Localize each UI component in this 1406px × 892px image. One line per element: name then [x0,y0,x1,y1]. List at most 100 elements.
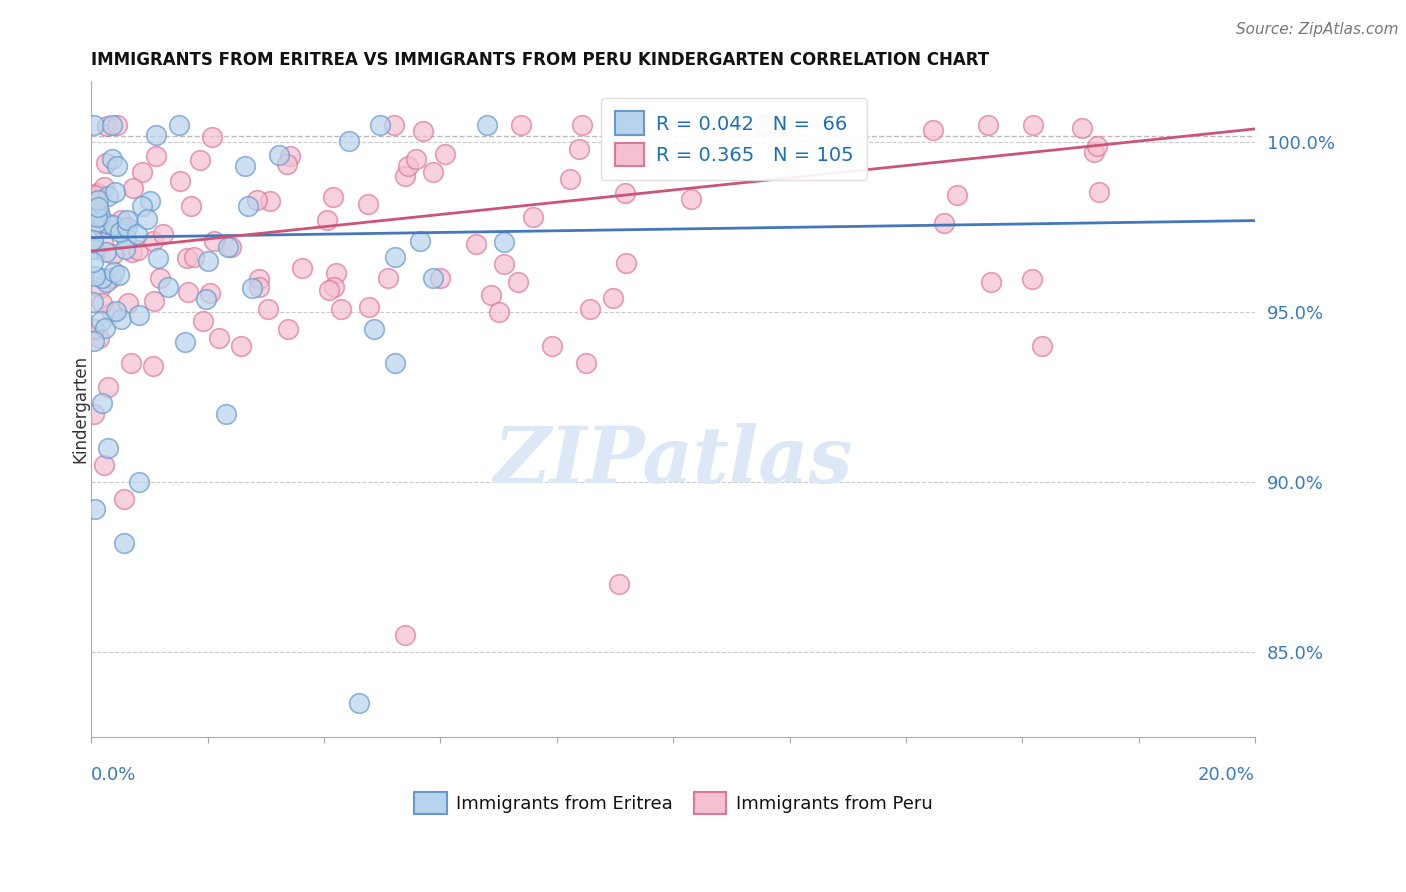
Point [202,235,225,249]
Point [946,188,969,202]
Point [97,380,120,394]
Point [337,135,360,149]
Point [522,210,544,224]
Point [571,119,593,133]
Point [382,119,405,133]
Point [135,212,157,227]
Point [110,213,132,227]
Point [173,335,195,350]
Point [236,199,259,213]
Point [359,301,381,315]
Point [142,359,165,373]
Point [325,266,347,280]
Point [607,577,630,591]
Point [506,275,529,289]
Point [197,254,219,268]
Text: ZIPatlas: ZIPatlas [494,423,853,500]
Point [267,148,290,162]
Text: IMMIGRANTS FROM ERITREA VS IMMIGRANTS FROM PERU KINDERGARTEN CORRELATION CHART: IMMIGRANTS FROM ERITREA VS IMMIGRANTS FR… [91,51,990,69]
Point [96,120,118,134]
Text: 0.0%: 0.0% [91,766,136,784]
Point [145,149,167,163]
Point [101,119,124,133]
Point [201,129,224,144]
Point [101,247,124,261]
Point [83,322,105,336]
Point [247,280,270,294]
Point [156,280,179,294]
Y-axis label: Kindergarten: Kindergarten [72,355,89,463]
Point [142,293,165,308]
Point [980,275,1002,289]
Point [86,186,108,200]
Point [83,334,105,349]
Point [614,186,637,200]
Point [291,261,314,276]
Point [208,331,231,345]
Point [89,314,111,328]
Point [100,305,122,319]
Point [131,165,153,179]
Point [398,159,420,173]
Point [256,302,278,317]
Point [90,396,112,410]
Point [100,271,122,285]
Point [195,292,218,306]
Point [377,271,399,285]
Point [146,251,169,265]
Point [169,119,191,133]
Point [384,356,406,370]
Point [394,169,416,183]
Point [1088,185,1111,199]
Point [433,146,456,161]
Point [541,339,564,353]
Point [110,225,132,239]
Point [219,240,242,254]
Point [408,234,430,248]
Point [246,194,269,208]
Point [494,257,516,271]
Point [84,269,107,284]
Point [240,281,263,295]
Point [97,188,120,202]
Point [125,227,148,241]
Point [752,119,775,133]
Point [412,124,434,138]
Point [247,272,270,286]
Point [101,219,124,233]
Point [128,309,150,323]
Point [107,119,129,133]
Point [1021,272,1043,286]
Point [87,204,110,219]
Point [384,250,406,264]
Point [180,199,202,213]
Point [422,165,444,179]
Point [83,242,105,256]
Point [183,250,205,264]
Point [139,194,162,208]
Point [614,256,637,270]
Point [93,321,115,335]
Point [1022,119,1045,133]
Point [104,186,127,200]
Point [142,234,165,248]
Point [357,197,380,211]
Point [96,245,118,260]
Point [86,210,108,224]
Point [770,119,793,133]
Point [318,283,340,297]
Text: 20.0%: 20.0% [1198,766,1256,784]
Point [429,271,451,285]
Point [112,536,135,550]
Point [932,216,955,230]
Point [276,157,298,171]
Point [127,243,149,257]
Point [114,242,136,256]
Point [93,458,115,472]
Point [94,275,117,289]
Point [394,628,416,642]
Point [215,407,238,421]
Point [568,142,591,156]
Point [1071,121,1094,136]
Point [93,180,115,194]
